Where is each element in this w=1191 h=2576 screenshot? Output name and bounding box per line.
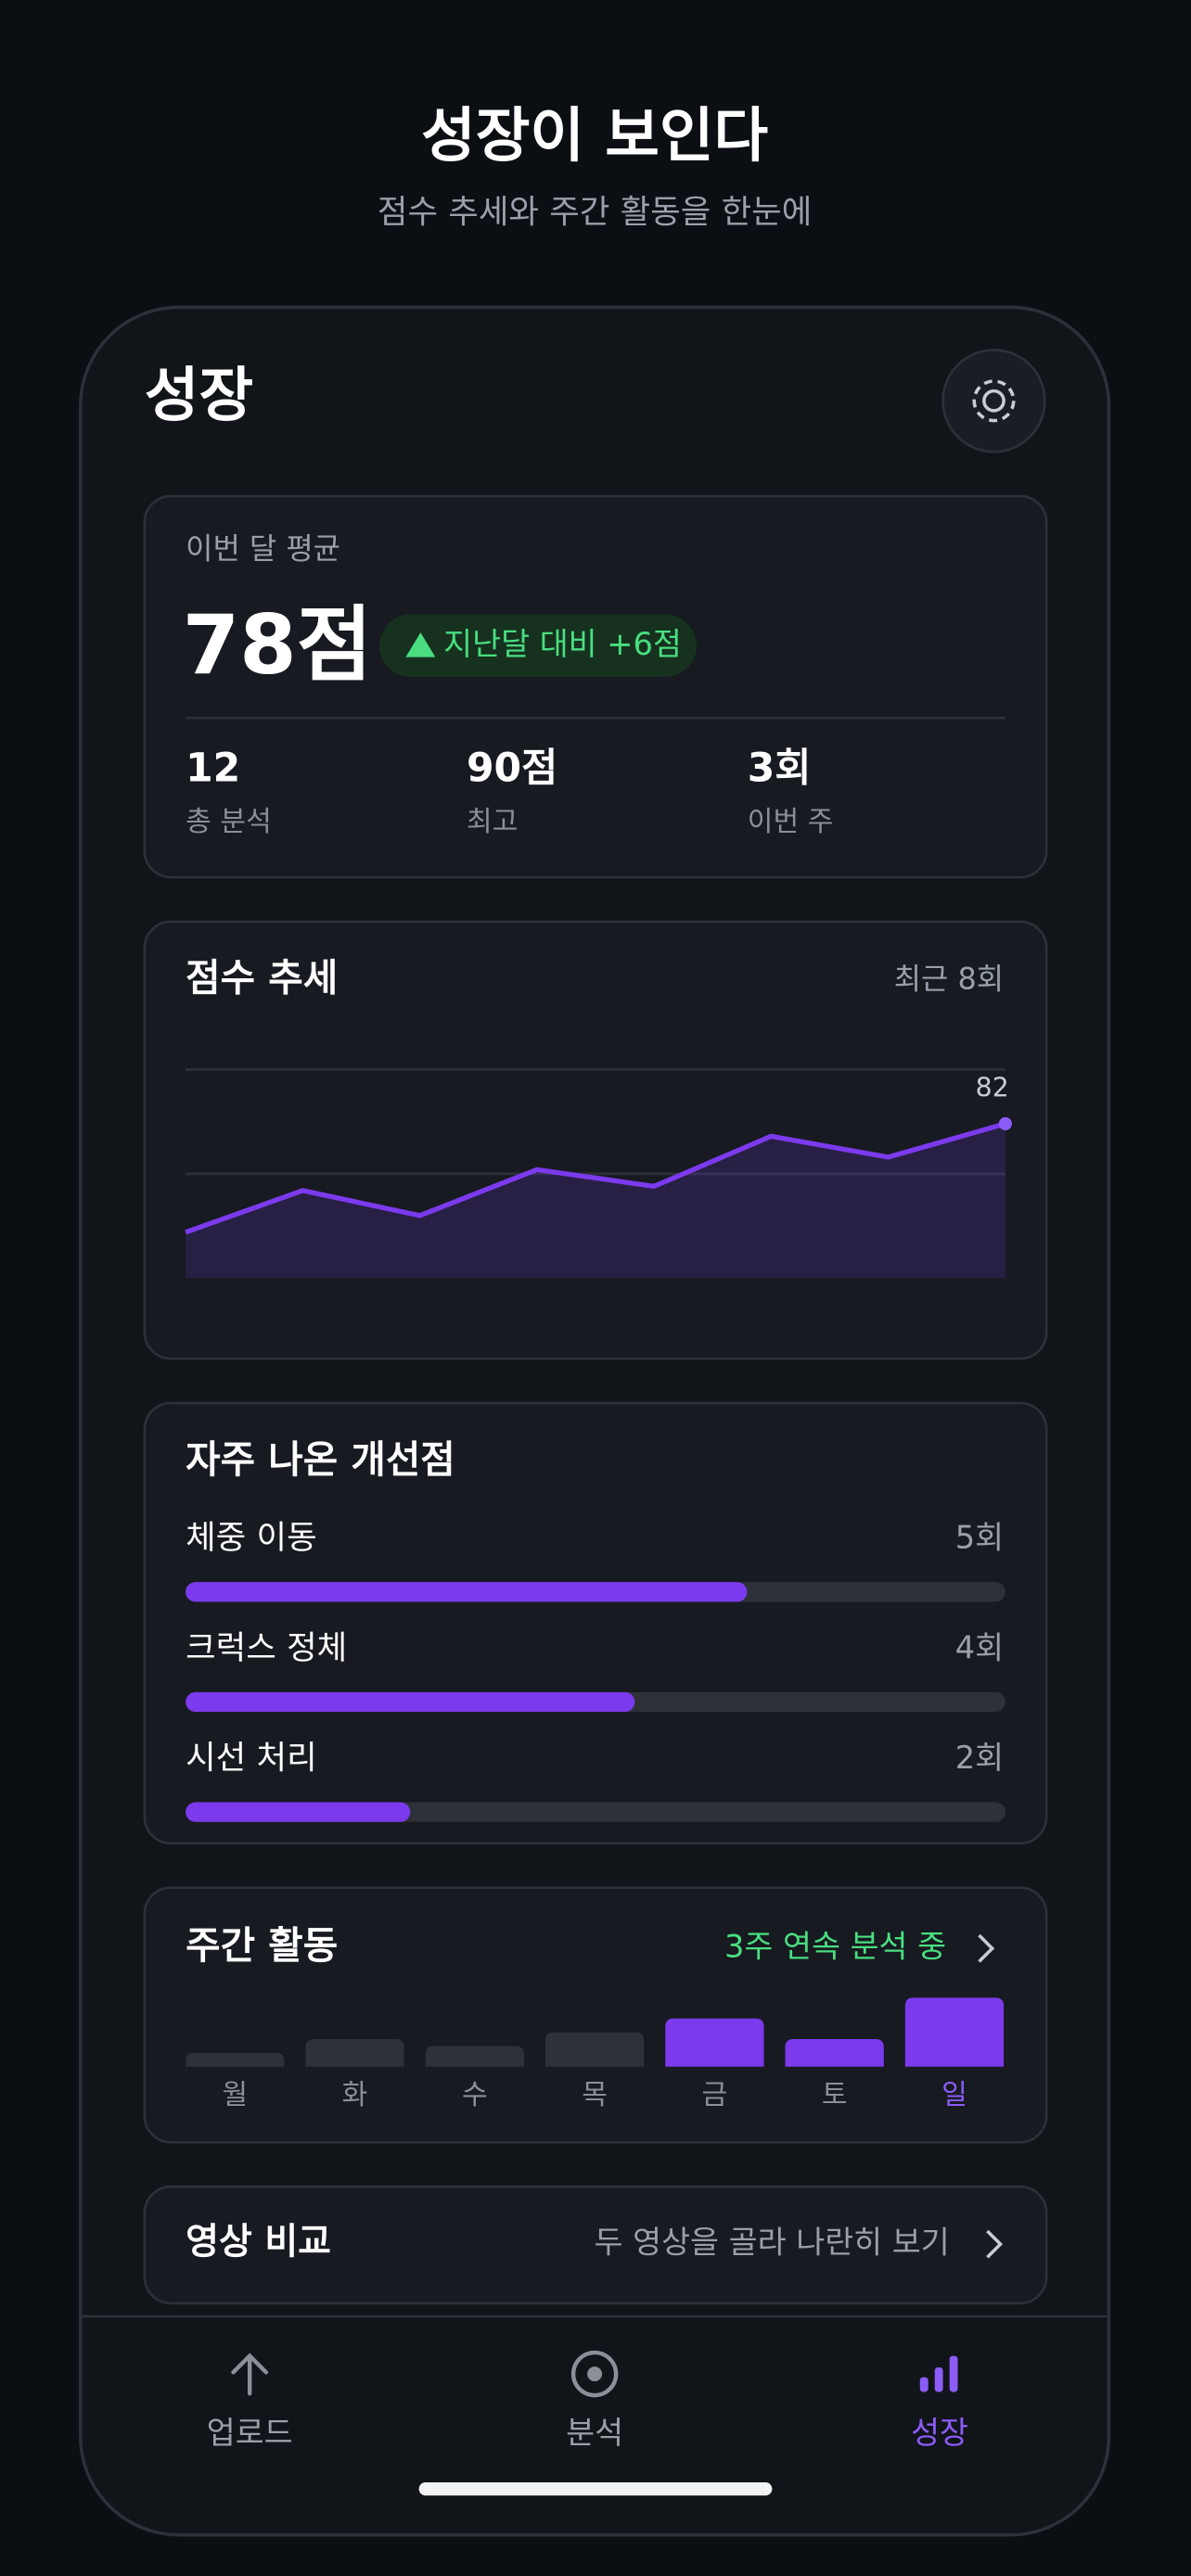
item-name: 크럭스 정체 [186, 1629, 347, 1667]
day-label: 토 [822, 2079, 848, 2111]
improvements-card [143, 1401, 1048, 1845]
analysis-icon[interactable] [570, 2350, 619, 2398]
item-count: 5회 [955, 1520, 1004, 1556]
day-label: 월 [222, 2079, 248, 2111]
weekly-card[interactable] [143, 1886, 1048, 2144]
day-label: 금 [702, 2079, 728, 2111]
nav-tab[interactable]: 분석 [566, 2415, 623, 2451]
streak-text[interactable]: 3주 연속 분석 중 [724, 1929, 946, 1965]
card-title[interactable]: 영상 비교 [186, 2222, 331, 2264]
trend-value-label: 82 [976, 1073, 1009, 1103]
card-title: 점수 추세 [186, 956, 338, 1001]
trend-line [185, 1121, 1006, 1235]
settings-bg[interactable] [941, 349, 1046, 453]
day-bar [544, 2032, 645, 2067]
gear-icon[interactable] [982, 389, 1005, 413]
compare-card[interactable] [143, 2185, 1048, 2305]
bar [186, 1691, 635, 1713]
stat-caption: 이번 주 [748, 806, 834, 838]
growth-icon[interactable] [919, 2377, 928, 2392]
trend-point [998, 1116, 1012, 1130]
trend-note: 최근 8회 [894, 962, 1004, 997]
day-label: 목 [582, 2079, 608, 2111]
change-pill [379, 614, 697, 677]
stat-value: 3회 [748, 746, 812, 791]
bar [186, 1582, 748, 1602]
settings-button[interactable] [941, 349, 1046, 453]
stat-caption: 최고 [467, 806, 518, 838]
change-text: 지난달 대비 +6점 [443, 626, 682, 662]
home-indicator [418, 2482, 773, 2496]
bar [186, 1802, 411, 1822]
chevron[interactable] [986, 2229, 1004, 2259]
stat-caption: 총 분석 [186, 806, 272, 838]
nav-tab[interactable]: 성장 [911, 2415, 968, 2451]
item-name: 체중 이동 [186, 1519, 317, 1557]
card-title: 주간 활동 [186, 1923, 338, 1968]
stat-value: 90점 [467, 746, 557, 791]
app-title: 성장 [145, 362, 253, 430]
up-triangle [405, 632, 436, 657]
day-label: 수 [462, 2079, 488, 2111]
page-subtitle: 점수 추세와 주간 활동을 한눈에 [378, 193, 812, 231]
item-count: 4회 [955, 1629, 1004, 1665]
summary-card [143, 494, 1048, 879]
day-bar [785, 2039, 884, 2067]
page-title: 성장이 보인다 [421, 102, 768, 171]
stat-value: 12 [186, 746, 240, 791]
day-bar [186, 2052, 285, 2067]
nav-tab[interactable]: 업로드 [207, 2415, 293, 2451]
day-label: 일 [941, 2079, 967, 2111]
chevron[interactable] [978, 1933, 995, 1963]
card-title: 자주 나온 개선점 [186, 1437, 455, 1482]
day-bar [665, 2018, 764, 2067]
growth-icon[interactable] [934, 2366, 943, 2392]
analysis-icon-dot[interactable] [587, 2366, 603, 2382]
day-bar [904, 1997, 1005, 2067]
average-score: 78점 [183, 597, 373, 693]
compare-action[interactable]: 두 영상을 골라 나란히 보기 [595, 2225, 950, 2261]
day-bar [425, 2046, 524, 2067]
summary-label: 이번 달 평균 [186, 531, 340, 567]
upload-icon[interactable] [231, 2353, 269, 2396]
trend-card [143, 920, 1048, 1360]
item-name: 시선 처리 [186, 1739, 317, 1777]
trend-area [186, 1123, 1005, 1279]
item-count: 2회 [955, 1740, 1004, 1776]
day-bar [305, 2039, 404, 2067]
day-label: 화 [342, 2079, 368, 2111]
growth-icon[interactable] [949, 2355, 958, 2392]
